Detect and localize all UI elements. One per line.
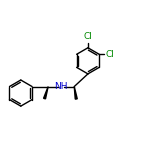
Text: Cl: Cl [106, 50, 114, 59]
Polygon shape [44, 86, 48, 99]
Polygon shape [74, 86, 77, 99]
Text: Cl: Cl [83, 32, 92, 41]
Text: NH: NH [54, 82, 68, 91]
